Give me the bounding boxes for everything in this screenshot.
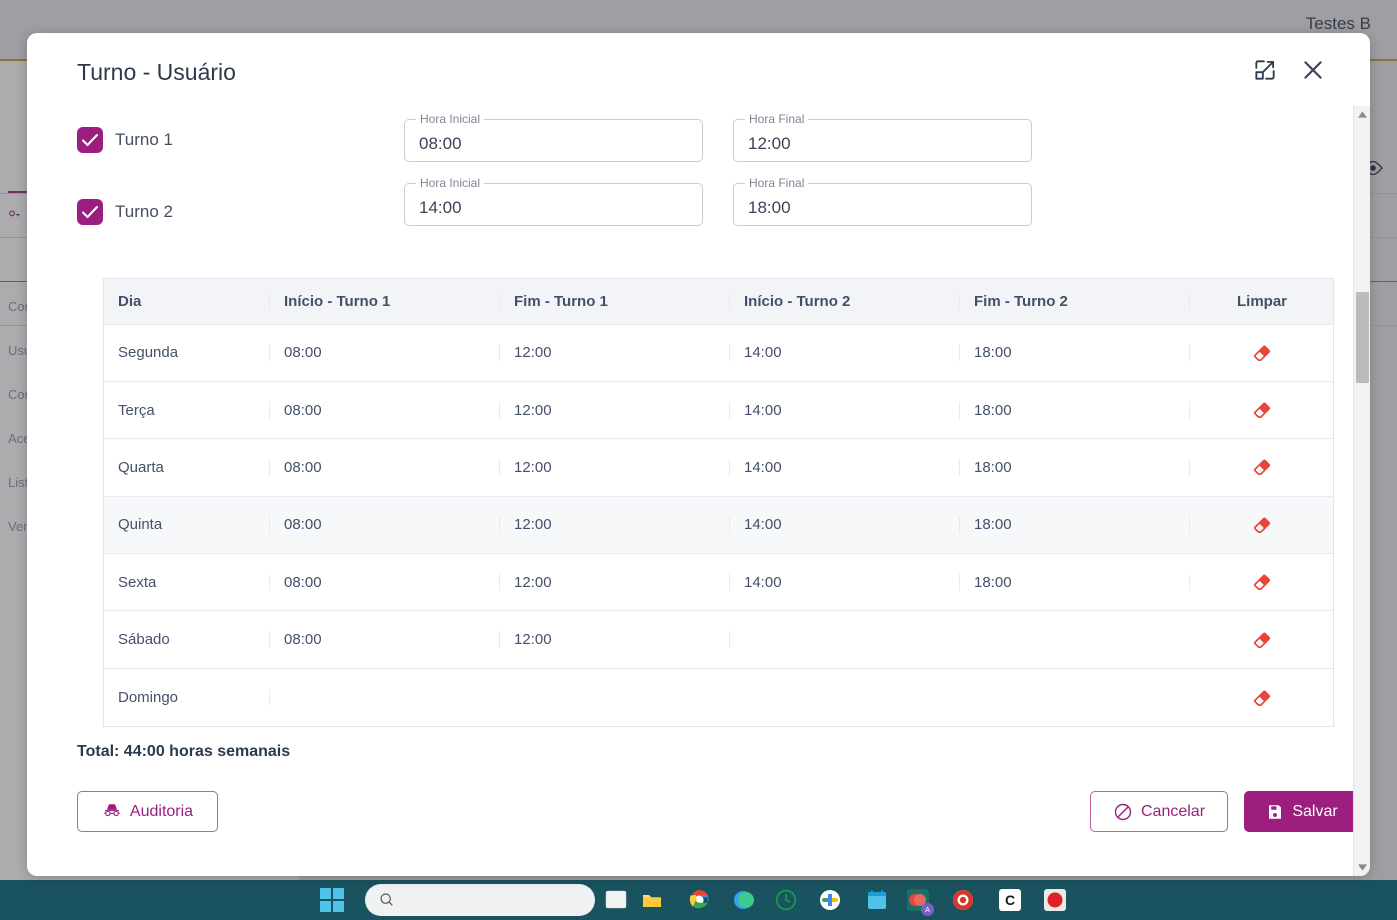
svg-text:C: C (1005, 892, 1015, 908)
svg-text:A: A (925, 907, 930, 914)
